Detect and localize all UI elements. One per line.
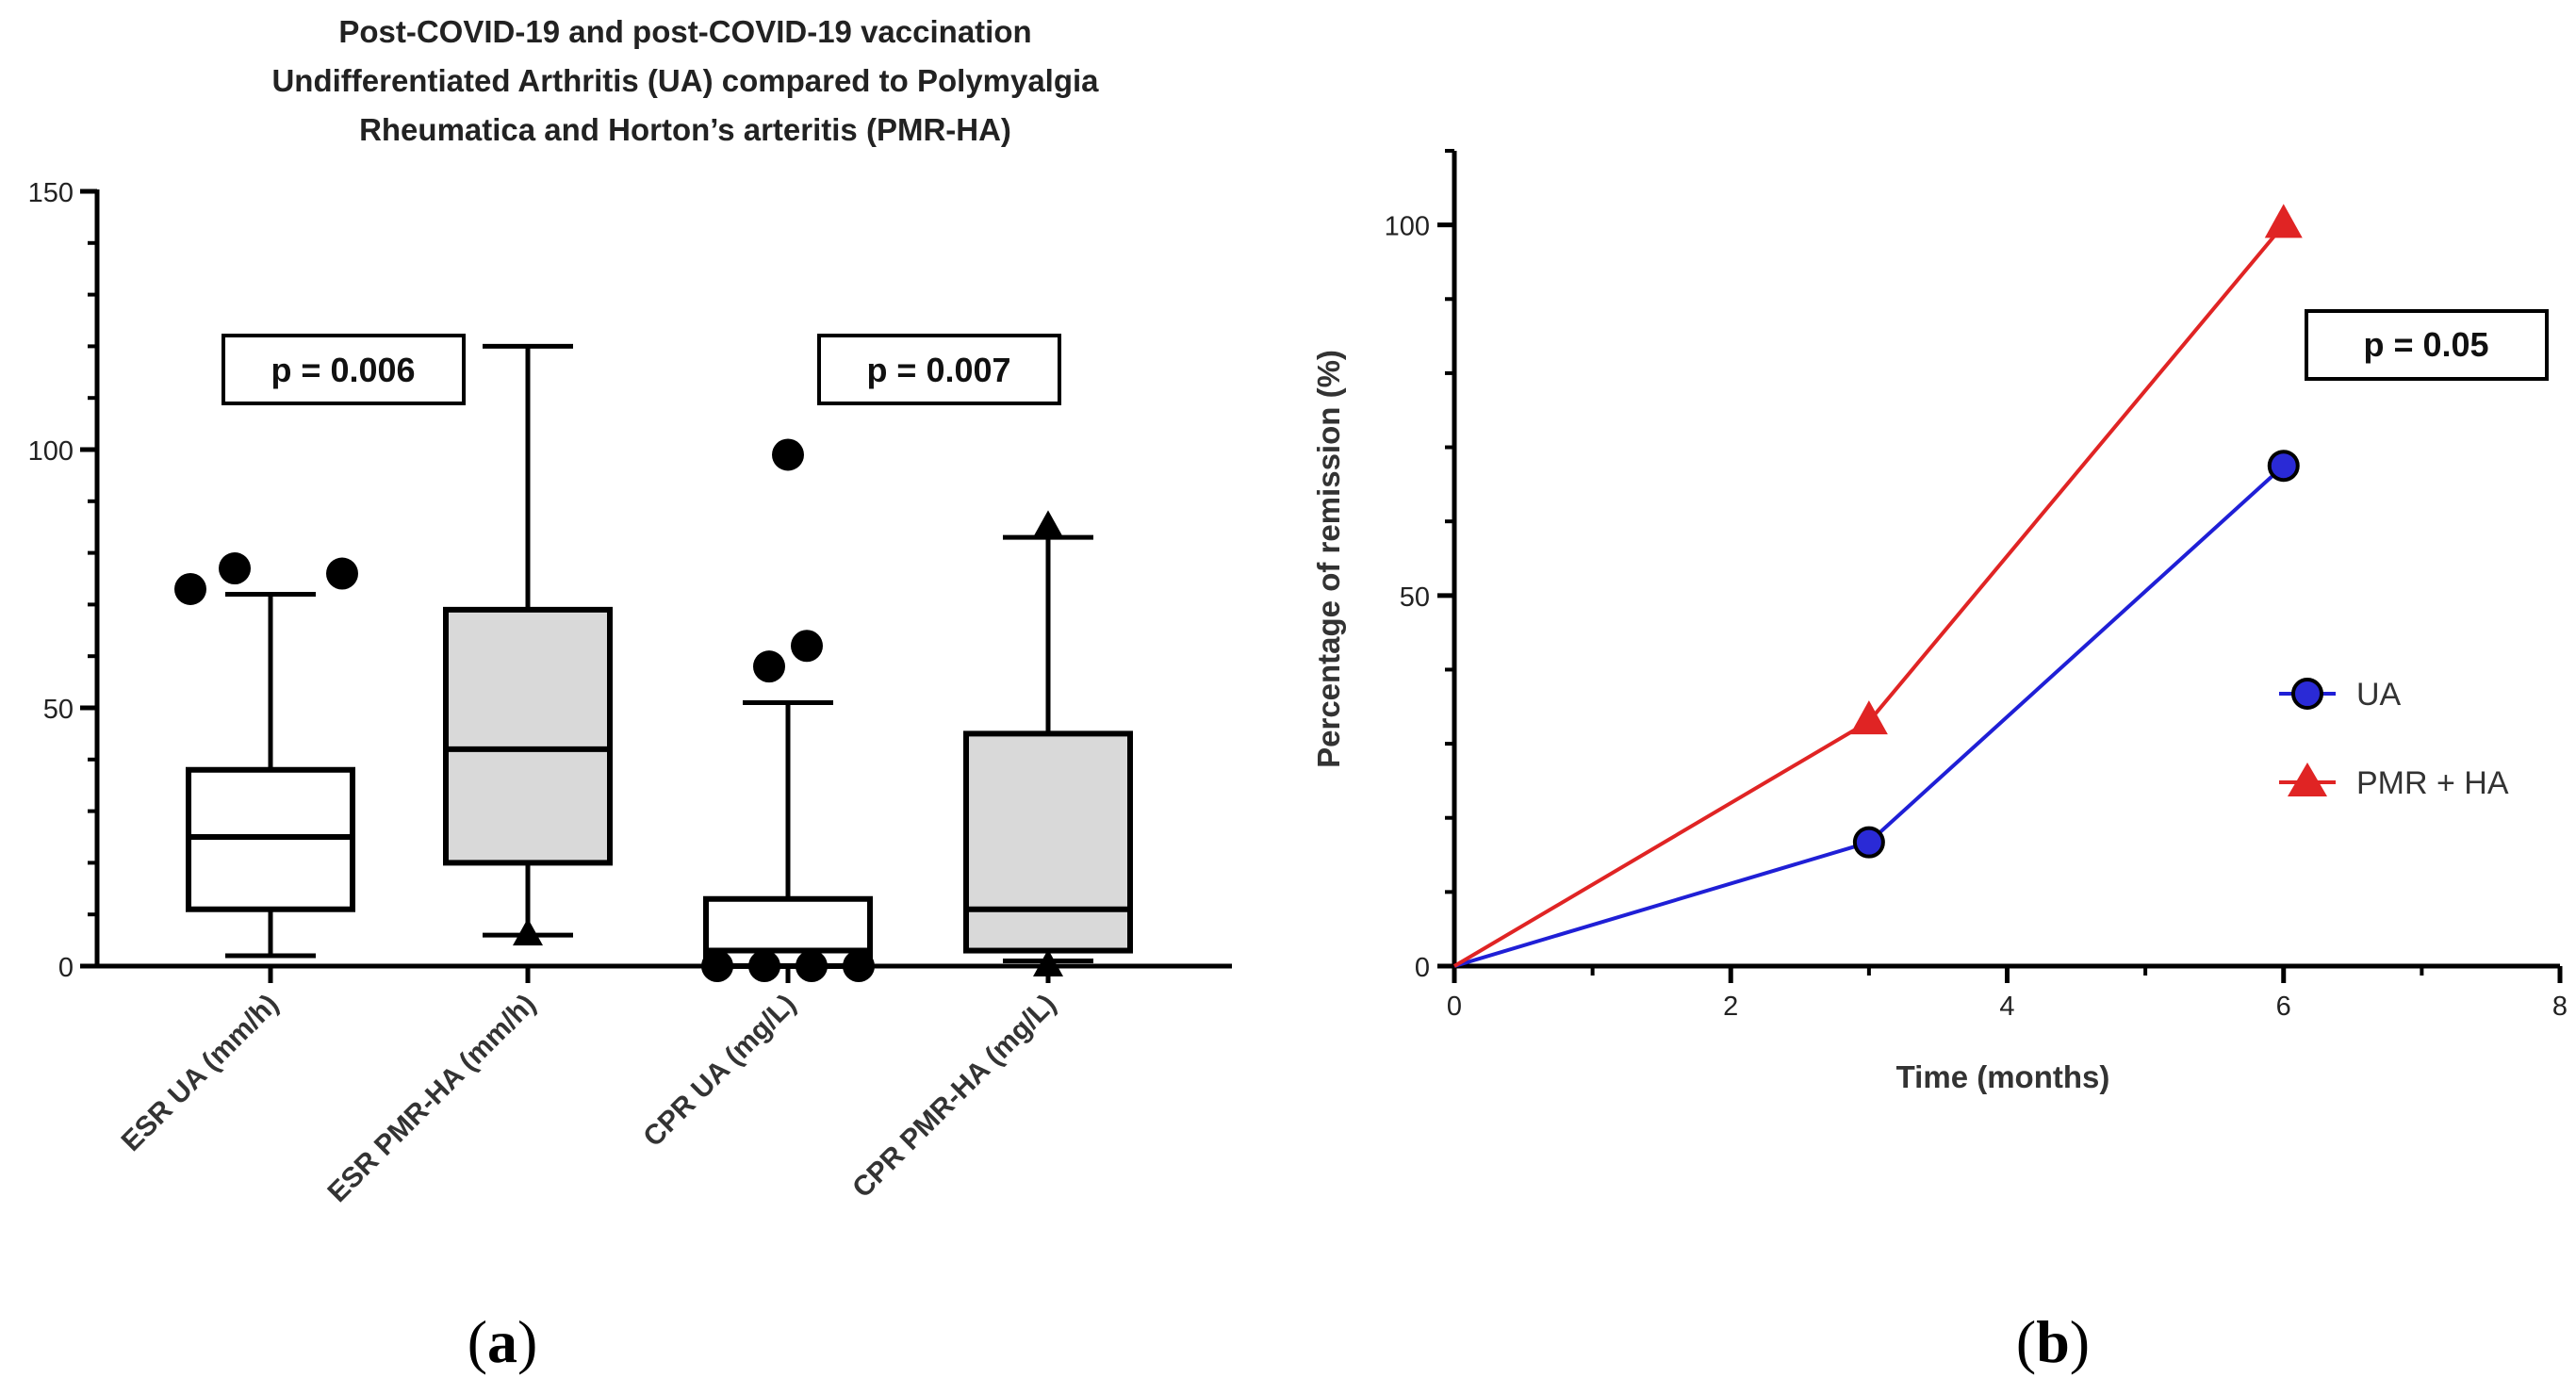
x-tick-label: 0 — [1447, 992, 1462, 1022]
box-2 — [443, 343, 613, 946]
axes: 0 2 4 6 8 0 50 100 — [1385, 149, 2568, 1022]
panel-label-b: (b) — [2016, 1308, 2090, 1375]
x-tick-label: 6 — [2276, 992, 2291, 1022]
x-tick-labels: ESR UA (mm/h) ESR PMR-HA (mm/h) CPR UA (mg… — [116, 989, 1062, 1208]
x-tick-label: CPR PMR-HA (mg/L) — [846, 989, 1062, 1205]
p-value-box-cpr: p = 0.007 — [817, 334, 1061, 405]
box-plot-panel-a: Post-COVID-19 and post-COVID-19 vaccinat… — [28, 14, 1232, 1375]
chart-title-line-2: Undifferentiated Arthritis (UA) compared… — [271, 63, 1099, 98]
legend-item-ua: UA — [2279, 677, 2402, 713]
chart-title-line-3: Rheumatica and Horton’s arteritis (PMR-H… — [359, 112, 1011, 147]
p-value-esr: p = 0.006 — [271, 351, 415, 389]
chart-title-line-1: Post-COVID-19 and post-COVID-19 vaccinat… — [338, 14, 1031, 49]
x-tick-label: CPR UA (mg/L) — [637, 989, 802, 1154]
x-tick-label: 8 — [2552, 992, 2568, 1022]
series-ua — [1453, 450, 2300, 968]
series-pmr-ha — [1452, 204, 2303, 968]
outlier-point — [796, 950, 828, 982]
box-1 — [174, 552, 358, 959]
box-4 — [963, 510, 1133, 976]
box-series — [174, 343, 1133, 982]
outlier-point — [174, 572, 206, 605]
box-3 — [701, 438, 875, 982]
outlier-point — [1033, 949, 1063, 976]
data-point-ua — [1852, 826, 1885, 859]
outlier-point — [326, 557, 358, 590]
outlier-point — [748, 950, 780, 982]
legend-label-pmr-ha: PMR + HA — [2356, 765, 2509, 801]
y-tick-label: 50 — [43, 695, 74, 725]
p-value-box-remission: p = 0.05 — [2305, 309, 2549, 381]
outlier-point — [753, 650, 785, 683]
p-value-box-esr: p = 0.006 — [222, 334, 466, 405]
box-iqr — [443, 606, 613, 866]
x-tick-label: 4 — [1999, 992, 2014, 1022]
outlier-point — [1033, 510, 1063, 538]
panel-label-a: (a) — [468, 1308, 538, 1375]
outlier-point — [701, 950, 733, 982]
x-tick-label: ESR UA (mm/h) — [116, 989, 285, 1157]
x-axis-label: Time (months) — [1896, 1059, 2110, 1094]
data-point-ua — [2267, 450, 2300, 483]
legend-marker-ua — [2291, 678, 2323, 710]
data-point-pmr-ha — [2264, 204, 2303, 238]
legend-marker-pmr-ha — [2288, 763, 2327, 796]
box-iqr — [703, 895, 873, 970]
legend-item-pmr-ha: PMR + HA — [2279, 763, 2509, 801]
legend: UA PMR + HA — [2279, 677, 2509, 801]
y-tick-label: 50 — [1400, 582, 1430, 613]
outlier-point — [791, 630, 823, 663]
y-tick-label: 0 — [58, 953, 74, 983]
p-value-cpr: p = 0.007 — [866, 351, 1010, 389]
box-iqr — [963, 730, 1133, 954]
y-tick-label: 100 — [28, 436, 74, 467]
data-point-pmr-ha — [1849, 700, 1888, 735]
outlier-point — [219, 552, 251, 585]
p-value-remission: p = 0.05 — [2363, 325, 2488, 364]
y-tick-label: 150 — [28, 178, 74, 208]
y-axis-label: Percentage of remission (%) — [1311, 350, 1346, 768]
y-tick-label: 0 — [1415, 953, 1430, 983]
line-series — [1452, 204, 2303, 968]
outlier-point — [772, 438, 804, 471]
x-tick-label: ESR PMR-HA (mm/h) — [321, 989, 541, 1208]
x-tick-label: 2 — [1723, 992, 1738, 1022]
y-tick-label: 100 — [1385, 212, 1430, 242]
outlier-point — [513, 918, 543, 946]
legend-label-ua: UA — [2356, 677, 2402, 713]
line-chart-panel-b: 0 2 4 6 8 0 50 100 Time (months) Percentage of … — [1311, 149, 2568, 1375]
outlier-point — [843, 950, 875, 982]
